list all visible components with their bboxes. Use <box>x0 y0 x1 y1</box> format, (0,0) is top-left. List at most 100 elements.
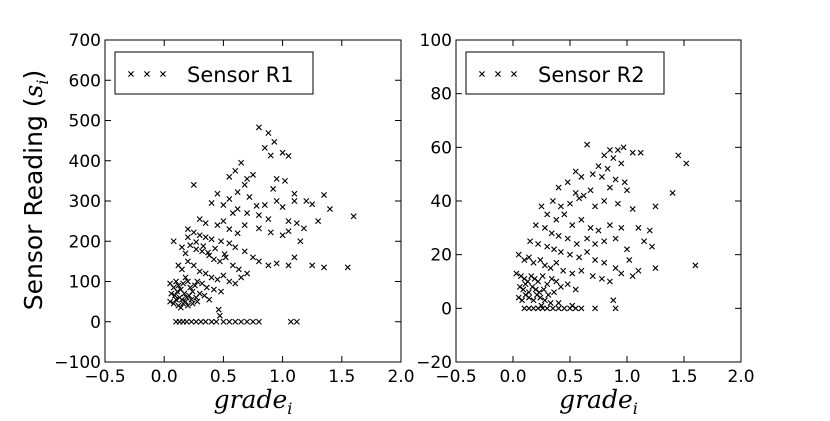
data-point <box>297 238 304 245</box>
data-point <box>232 318 239 325</box>
data-point <box>576 195 583 202</box>
data-point <box>174 288 181 295</box>
data-point <box>519 297 526 304</box>
data-point <box>618 224 625 231</box>
data-point <box>601 238 608 245</box>
data-point <box>553 278 560 285</box>
data-point <box>212 245 219 252</box>
data-point <box>606 222 613 229</box>
data-point <box>309 262 316 269</box>
data-point <box>589 273 596 280</box>
y-tick-label: 20 <box>430 246 452 266</box>
data-point <box>196 232 203 239</box>
data-point <box>184 234 191 241</box>
data-point <box>551 289 558 296</box>
data-point <box>181 290 188 297</box>
data-point <box>595 163 602 170</box>
data-point <box>255 124 262 131</box>
data-point <box>572 189 579 196</box>
data-point <box>250 318 256 325</box>
data-point <box>350 213 357 220</box>
data-point <box>194 298 201 305</box>
chart-panel-r2: −0.5 0.0 0.5 1.0 1.5 2.0 −20 0 20 40 60 80 100 gradei… <box>416 31 754 418</box>
data-point <box>273 175 280 182</box>
data-point <box>234 230 241 237</box>
data-point <box>279 232 286 239</box>
data-point <box>592 240 599 247</box>
data-point <box>589 171 596 178</box>
data-point <box>541 262 548 269</box>
data-point <box>194 278 201 285</box>
data-point <box>202 234 209 241</box>
data-point <box>202 318 209 325</box>
data-point <box>255 318 262 325</box>
data-point <box>551 246 558 253</box>
data-point <box>246 193 253 200</box>
x-tick-label: 0.5 <box>556 367 583 387</box>
data-point <box>541 297 548 304</box>
x-tick-label: 1.0 <box>269 367 296 387</box>
data-point <box>196 268 203 275</box>
data-point <box>188 296 195 303</box>
data-point <box>564 235 571 242</box>
data-point <box>569 222 576 229</box>
x-tick-label: −0.5 <box>435 367 476 387</box>
x-axis-label: gradei <box>559 385 638 416</box>
data-point <box>255 258 262 265</box>
data-point <box>293 318 300 325</box>
data-point <box>196 290 203 297</box>
data-point <box>184 258 191 265</box>
y-tick-label: 400 <box>69 152 101 172</box>
data-point <box>525 254 532 261</box>
legend-marker <box>144 71 150 77</box>
data-point <box>226 173 233 180</box>
data-point <box>321 191 328 198</box>
y-tick-label: 0 <box>90 313 101 333</box>
data-point <box>521 257 528 264</box>
data-point <box>216 258 223 265</box>
data-point <box>564 179 571 186</box>
data-point <box>555 232 562 239</box>
data-point <box>635 224 642 231</box>
data-point <box>235 266 242 273</box>
data-point <box>515 251 522 258</box>
data-point <box>535 278 542 285</box>
data-point <box>549 305 556 312</box>
data-point <box>567 251 573 258</box>
data-point <box>175 282 182 289</box>
data-point <box>265 129 272 136</box>
data-point <box>545 291 552 298</box>
data-point <box>285 262 292 269</box>
data-point <box>300 225 307 232</box>
data-point <box>598 173 605 180</box>
data-point <box>315 218 322 225</box>
data-point <box>557 283 564 290</box>
data-point <box>539 273 546 280</box>
data-point <box>561 305 568 312</box>
data-point <box>592 305 599 312</box>
data-point <box>218 238 225 245</box>
data-point <box>208 274 215 281</box>
data-point <box>206 296 213 303</box>
data-point <box>208 236 215 243</box>
data-point <box>675 152 682 159</box>
data-point <box>646 227 653 234</box>
data-point <box>190 229 197 236</box>
data-point <box>190 262 197 269</box>
data-point <box>532 222 539 229</box>
data-point <box>621 179 628 186</box>
data-point <box>557 248 564 255</box>
data-point <box>241 248 248 255</box>
data-point <box>548 275 555 282</box>
data-point <box>261 144 268 151</box>
data-point <box>197 318 204 325</box>
x-tick-label: 2.0 <box>387 367 414 387</box>
data-point <box>226 240 233 247</box>
y-axis-label: Sensor Reading (si) <box>19 70 52 311</box>
data-point <box>189 300 196 307</box>
data-point <box>620 144 627 151</box>
data-point <box>530 297 537 304</box>
data-point <box>210 256 217 263</box>
data-point <box>200 243 207 250</box>
